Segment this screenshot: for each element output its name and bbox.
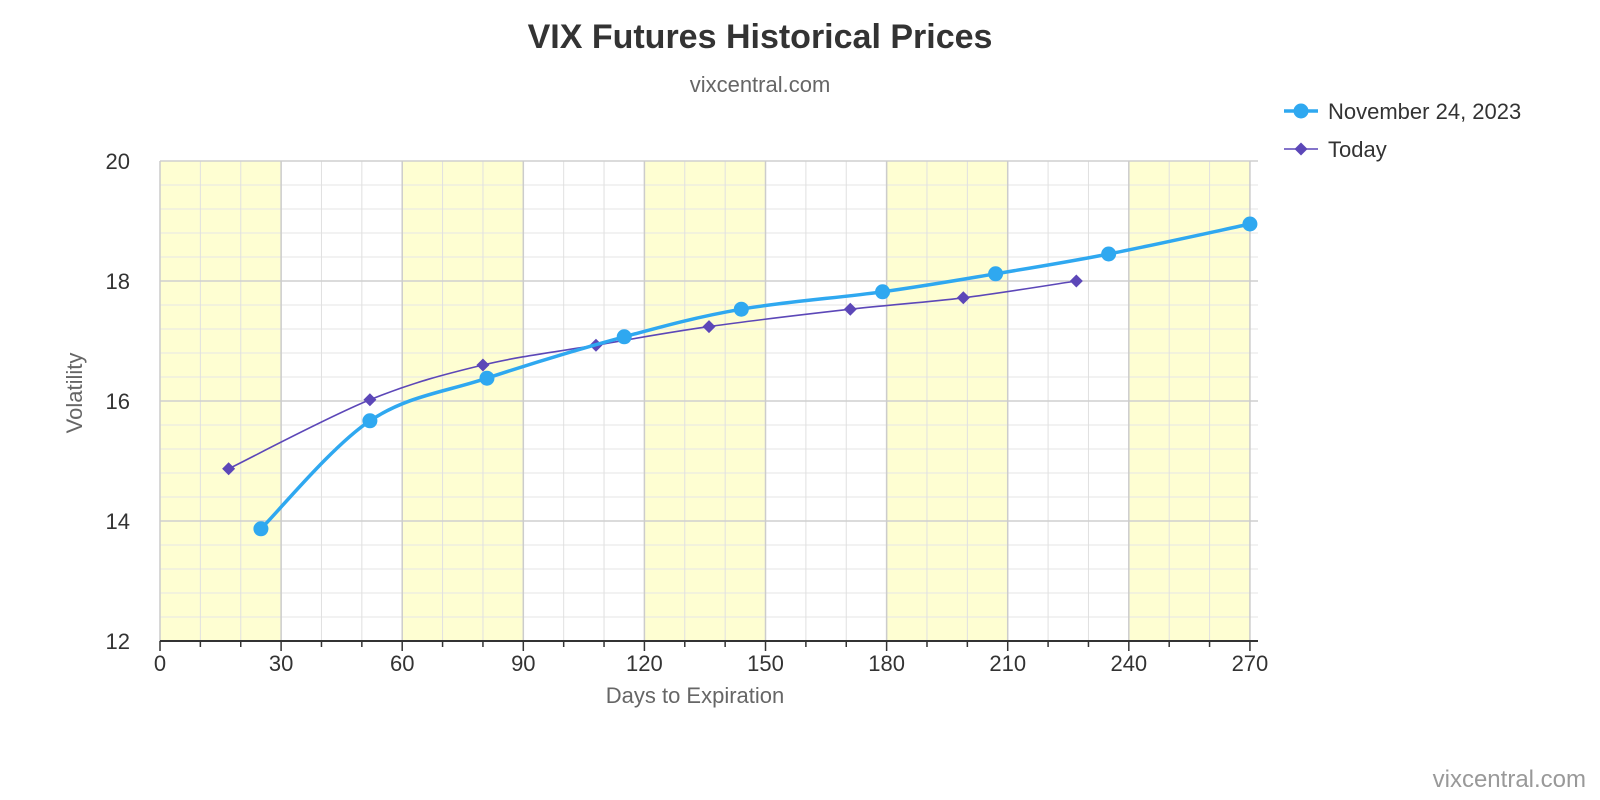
x-axis-title: Days to Expiration: [606, 683, 785, 708]
y-tick-label: 20: [106, 149, 130, 174]
legend: November 24, 2023 Today: [1284, 99, 1521, 162]
data-point[interactable]: [1069, 274, 1083, 288]
data-point[interactable]: [988, 266, 1004, 282]
x-tick-label: 270: [1232, 651, 1269, 676]
data-point[interactable]: [476, 358, 490, 372]
data-point[interactable]: [1101, 246, 1117, 262]
chart-subtitle: vixcentral.com: [690, 72, 831, 97]
data-point[interactable]: [363, 393, 377, 407]
x-tick-label: 60: [390, 651, 414, 676]
y-tick-label: 12: [106, 629, 130, 654]
x-tick-label: 0: [154, 651, 166, 676]
legend-item[interactable]: November 24, 2023: [1328, 99, 1521, 124]
data-point[interactable]: [875, 284, 891, 300]
y-axis-title: Volatility: [62, 353, 87, 434]
x-tick-label: 30: [269, 651, 293, 676]
legend-marker[interactable]: [1294, 142, 1308, 156]
data-point[interactable]: [253, 521, 269, 537]
credit-text[interactable]: vixcentral.com: [1433, 766, 1586, 793]
x-tick-label: 240: [1110, 651, 1147, 676]
data-point[interactable]: [362, 413, 378, 429]
series: [222, 216, 1258, 537]
data-point[interactable]: [843, 302, 857, 316]
data-point[interactable]: [702, 320, 716, 334]
y-tick-label: 16: [106, 389, 130, 414]
x-tick-label: 150: [747, 651, 784, 676]
x-tick-label: 210: [989, 651, 1026, 676]
legend-marker[interactable]: [1293, 103, 1309, 119]
y-tick-label: 14: [106, 509, 130, 534]
data-point[interactable]: [1242, 216, 1258, 232]
grid: [159, 160, 1258, 642]
data-point[interactable]: [616, 329, 632, 345]
legend-item[interactable]: Today: [1328, 137, 1387, 162]
x-tick-label: 120: [626, 651, 663, 676]
axes: 0 30 60 90 120 150 180 210 240 270 12 14 16 18 20: [106, 149, 1269, 676]
chart-title: VIX Futures Historical Prices: [528, 18, 993, 56]
data-point[interactable]: [479, 370, 495, 386]
data-point[interactable]: [222, 462, 236, 476]
data-point[interactable]: [956, 291, 970, 305]
data-point[interactable]: [733, 301, 749, 317]
x-tick-label: 90: [511, 651, 535, 676]
x-tick-label: 180: [868, 651, 905, 676]
y-tick-label: 18: [106, 269, 130, 294]
